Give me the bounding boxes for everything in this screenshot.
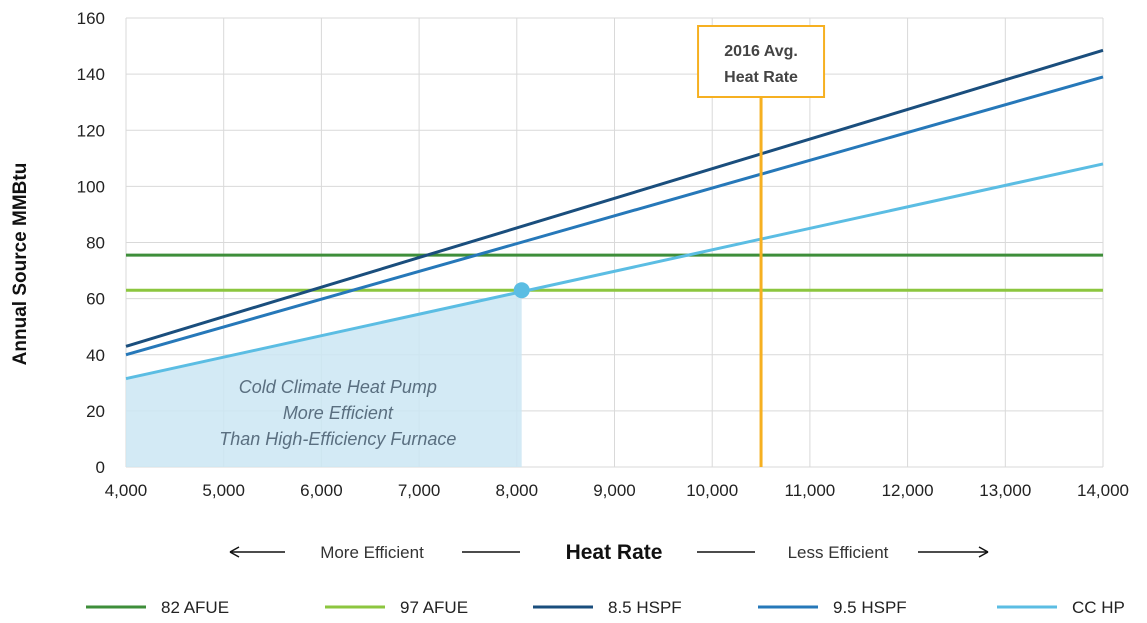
avg-heat-rate-label-1: 2016 Avg.: [724, 43, 798, 60]
x-tick-label: 10,000: [686, 481, 738, 500]
shaded-annotation-line: Cold Climate Heat Pump: [239, 377, 437, 397]
avg-heat-rate-label-2: Heat Rate: [724, 69, 798, 86]
shaded-annotation-line: More Efficient: [283, 403, 394, 423]
y-axis-label: Annual Source MMBtu: [10, 163, 31, 366]
right-arrow-head: [978, 546, 989, 558]
legend-label: 9.5 HSPF: [833, 598, 907, 617]
x-tick-label: 13,000: [979, 481, 1031, 500]
legend-label: 82 AFUE: [161, 598, 229, 617]
shaded-area: [126, 291, 522, 467]
x-tick-label: 4,000: [105, 481, 148, 500]
legend-label: 97 AFUE: [400, 598, 468, 617]
x-axis-direction: More Efficient Heat Rate Less Efficient: [229, 541, 989, 564]
y-tick-label: 80: [86, 234, 105, 253]
series-lines: [125, 48, 1104, 381]
series-line-8-5-hspf: [125, 48, 1104, 348]
series-line-9-5-hspf: [125, 75, 1104, 357]
y-tick-label: 140: [77, 65, 105, 84]
y-tick-label: 100: [77, 177, 105, 196]
x-tick-label: 6,000: [300, 481, 343, 500]
x-tick-label: 11,000: [785, 481, 836, 500]
avg-heat-rate-marker: 2016 Avg. Heat Rate: [513, 25, 826, 467]
y-tick-label: 120: [77, 121, 105, 140]
x-axis-label: Heat Rate: [566, 541, 663, 564]
x-tick-label: 7,000: [398, 481, 441, 500]
shaded-region: [126, 291, 522, 467]
legend-label: 8.5 HSPF: [608, 598, 682, 617]
y-tick-label: 160: [77, 9, 105, 28]
y-tick-label: 0: [96, 458, 105, 477]
legend-label: CC HP: [1072, 598, 1125, 617]
axis-ticks: 4,000 5,000 6,000 7,000 8,000 9,000 10,000 11,0…: [77, 9, 1129, 500]
x-tick-label: 9,000: [593, 481, 636, 500]
legend: 82 AFUE 97 AFUE 8.5 HSPF 9.5 HSPF CC HP: [86, 598, 1125, 617]
x-tick-label: 5,000: [202, 481, 245, 500]
more-efficient-label: More Efficient: [320, 543, 424, 562]
shaded-annotation-line: Than High-Efficiency Furnace: [219, 429, 456, 449]
avg-heat-rate-box: [697, 25, 826, 98]
left-arrow-head: [229, 546, 240, 558]
y-tick-label: 20: [86, 402, 105, 421]
series-line-cc-hp: [125, 162, 1104, 381]
crossover-point: [513, 282, 530, 299]
less-efficient-label: Less Efficient: [788, 543, 889, 562]
shaded-annotation: Cold Climate Heat Pump More Efficient Than…: [219, 377, 456, 449]
x-tick-label: 12,000: [882, 481, 934, 500]
y-tick-label: 40: [86, 346, 105, 365]
y-tick-label: 60: [86, 290, 105, 309]
x-tick-label: 8,000: [496, 481, 539, 500]
x-tick-label: 14,000: [1077, 481, 1129, 500]
